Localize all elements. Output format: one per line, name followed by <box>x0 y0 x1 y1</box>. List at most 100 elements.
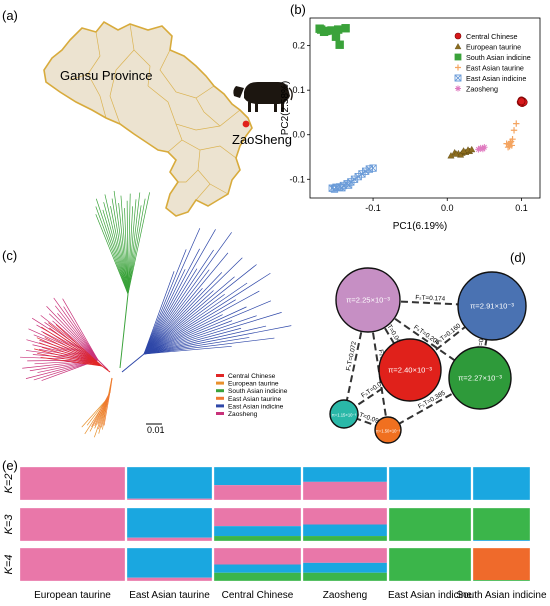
admixture-block-1-2-0 <box>214 508 301 527</box>
tree-legend-swatch-5 <box>216 412 224 415</box>
pca-point-3-7 <box>513 120 520 127</box>
admixture-block-2-5-0 <box>473 548 530 581</box>
pca-legend-marker-0 <box>454 32 462 40</box>
pca-point-5-0 <box>477 144 484 152</box>
admixture-block-2-2-0 <box>214 548 301 565</box>
pca-point-0-5 <box>517 97 526 106</box>
network-edge-label-6: FₛT=0.092 <box>476 325 488 356</box>
network-node-zao <box>335 267 401 333</box>
tree-legend-label-2: South Asian indicine <box>228 388 288 395</box>
admixture-frame-1-0 <box>19 507 126 542</box>
admixture-block-2-5-1 <box>473 580 530 581</box>
pca-x-tick-label-2: 0.1 <box>515 203 528 213</box>
pca-point-5-2 <box>481 144 488 151</box>
pca-point-1-8 <box>447 152 455 159</box>
tree-legend-label-3: East Asian taurine <box>228 396 281 403</box>
admixture-frame-0-4 <box>388 466 472 501</box>
pca-legend-label-1: European taurine <box>466 43 521 52</box>
admixture-block-2-0-0 <box>20 548 125 581</box>
tree-branch-1-29 <box>143 325 267 355</box>
map-site-label: ZaoSheng <box>232 132 292 147</box>
admixture-block-1-3-0 <box>303 508 387 525</box>
admixture-frame-2-4 <box>388 547 472 582</box>
tree-branch-1-19 <box>143 272 271 355</box>
pca-point-3-9 <box>506 143 513 150</box>
pca-legend-marker-3 <box>455 64 461 71</box>
admixture-bars <box>19 466 531 582</box>
admixture-group-label-1: East Asian taurine <box>129 590 210 601</box>
pca-point-4-8 <box>358 170 366 178</box>
tree-stem-3 <box>101 365 111 373</box>
network-node-cc <box>378 338 442 402</box>
panel-label-c: (c) <box>2 248 17 263</box>
admixture-block-0-5-0 <box>473 467 530 500</box>
network-node-label-eat: π=1.50×10⁻³ <box>376 429 401 434</box>
pca-point-4-13 <box>338 184 346 192</box>
admixture-group-label-3: Zaosheng <box>323 590 367 601</box>
pca-point-4-11 <box>369 164 377 172</box>
admixture-frame-0-0 <box>19 466 126 501</box>
panel-label-e: (e) <box>2 458 18 473</box>
admixture-group-label-5: South Asian indicine <box>456 590 547 601</box>
admixture-block-0-4-0 <box>389 467 471 500</box>
pca-point-4-7 <box>354 172 362 181</box>
admixture-block-0-2-0 <box>214 467 301 486</box>
network-nodes: π=2.25×10⁻³ π=2.91×10⁻³ π=2.40×10⁻³ π=2.27×… <box>329 267 527 444</box>
admixture-group-label-2: Central Chinese <box>222 590 294 601</box>
admixture-block-1-1-1 <box>127 537 212 541</box>
tree-branch-1-20 <box>143 299 236 355</box>
network-node-label-cc: π=2.40×10⁻³ <box>388 366 432 375</box>
pca-legend-label-2: South Asian indicine <box>466 53 531 62</box>
pca-legend-marker-5 <box>455 85 461 92</box>
admixture-frame-1-4 <box>388 507 472 542</box>
zaosheng-site-marker <box>242 120 250 128</box>
network-node-eat <box>374 416 402 444</box>
tree-stem-1 <box>121 353 145 373</box>
admixture-block-0-1-0 <box>127 467 212 499</box>
tree-branch-1-32 <box>143 337 275 355</box>
cattle-illustration <box>233 82 293 112</box>
network-node-label-zao: π=2.25×10⁻³ <box>346 296 390 305</box>
pca-y-tick-label-1: 0.0 <box>292 130 305 140</box>
admixture-group-label-0: European taurine <box>34 590 111 601</box>
pca-legend-label-5: Zaosheng <box>466 85 498 94</box>
pca-point-1-10 <box>468 145 476 153</box>
pca-points <box>315 24 528 193</box>
tree-branch-1-30 <box>143 325 292 355</box>
network-node-label-eai: π=2.91×10⁻³ <box>470 302 514 311</box>
tree-branch-1-16 <box>143 264 257 355</box>
tree-branch-1-33 <box>143 345 232 355</box>
pca-point-4-14 <box>344 181 353 189</box>
admixture-frame-2-2 <box>213 547 302 582</box>
pca-point-4-9 <box>361 167 370 175</box>
admixture-group-labels: European taurine East Asian taurine Centra… <box>34 590 547 601</box>
admixture-block-0-1-1 <box>127 498 212 500</box>
admixture-frame-0-5 <box>472 466 531 501</box>
admixture-block-1-4-0 <box>389 508 471 541</box>
pca-plot-frame <box>309 17 541 199</box>
pca-legend-marker-2 <box>454 53 462 61</box>
tree-branch-5-5 <box>91 391 111 427</box>
network-node-eut <box>329 399 359 429</box>
admixture-block-0-2-1 <box>214 485 301 500</box>
tree-stem-0 <box>119 293 129 369</box>
pca-y-axis-label: PC2(2.58%) <box>280 81 291 135</box>
pca-y-tick-label-3: 0.2 <box>292 41 305 51</box>
admixture-frame-1-5 <box>472 507 531 542</box>
tree-branch-2-29 <box>62 298 99 361</box>
admixture-block-2-3-2 <box>303 572 387 581</box>
admixture-frame-0-3 <box>302 466 388 501</box>
county-borders <box>69 23 241 201</box>
admixture-block-2-4-0 <box>389 548 471 581</box>
pca-x-tick-label-1: 0.0 <box>441 203 454 213</box>
tree-branch-0-4 <box>103 202 129 295</box>
admixture-frame-1-2 <box>213 507 302 542</box>
map-panel: Gansu Province ZaoSheng <box>43 20 293 217</box>
admixture-row-label-0: K=2 <box>3 474 15 494</box>
tree-branch-1-12 <box>143 272 223 355</box>
tree-branch-1-5 <box>143 229 216 355</box>
map-region-label: Gansu Province <box>60 68 153 83</box>
pca-point-4-6 <box>350 175 359 183</box>
